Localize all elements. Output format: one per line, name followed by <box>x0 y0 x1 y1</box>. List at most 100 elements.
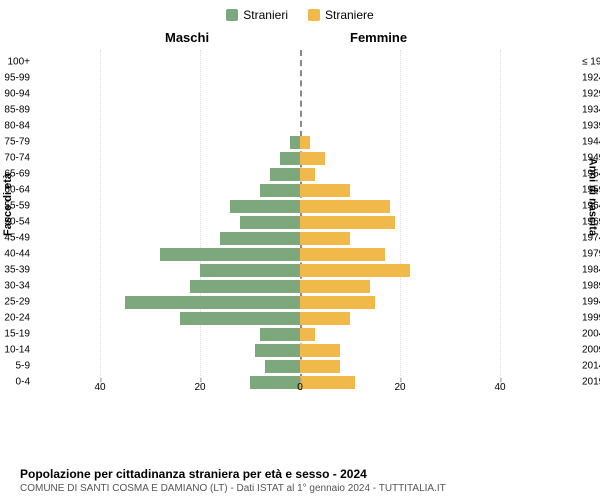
legend-item-male: Stranieri <box>226 8 288 22</box>
age-label: 55-59 <box>4 201 30 212</box>
female-swatch <box>308 9 320 21</box>
x-tick: 0 <box>297 382 303 393</box>
birth-year-label: 2019-2023 <box>582 377 600 388</box>
bar-female <box>300 184 350 197</box>
birth-year-label: 2009-2013 <box>582 345 600 356</box>
age-label: 85-89 <box>4 105 30 116</box>
bar-male <box>260 328 300 341</box>
column-header-male: Maschi <box>165 30 209 45</box>
bar-male <box>125 296 300 309</box>
bar-female <box>300 296 375 309</box>
bar-male <box>240 216 300 229</box>
bar-row <box>75 136 525 149</box>
age-label: 25-29 <box>4 297 30 308</box>
bar-male <box>280 152 300 165</box>
birth-year-label: 1939-1943 <box>582 121 600 132</box>
age-label: 40-44 <box>4 249 30 260</box>
birth-year-label: 1929-1933 <box>582 89 600 100</box>
bar-row <box>75 216 525 229</box>
bar-row <box>75 200 525 213</box>
bar-row <box>75 184 525 197</box>
bar-male <box>180 312 300 325</box>
age-label: 30-34 <box>4 281 30 292</box>
bar-row <box>75 280 525 293</box>
bar-male <box>255 344 300 357</box>
birth-year-label: 1999-2003 <box>582 313 600 324</box>
bar-row <box>75 232 525 245</box>
bar-female <box>300 312 350 325</box>
birth-year-label: 1924-1928 <box>582 73 600 84</box>
bar-male <box>265 360 300 373</box>
x-tick: 20 <box>194 382 205 393</box>
birth-year-label: 1984-1988 <box>582 265 600 276</box>
age-label: 90-94 <box>4 89 30 100</box>
bar-female <box>300 200 390 213</box>
footer-subtitle: COMUNE DI SANTI COSMA E DAMIANO (LT) - D… <box>20 483 446 494</box>
bar-row <box>75 120 525 133</box>
bar-male <box>160 248 300 261</box>
age-label: 0-4 <box>16 377 30 388</box>
bar-female <box>300 360 340 373</box>
birth-year-label: 1994-1998 <box>582 297 600 308</box>
birth-year-label: 1959-1963 <box>582 185 600 196</box>
birth-year-label: 1974-1978 <box>582 233 600 244</box>
bar-female <box>300 232 350 245</box>
bar-row <box>75 360 525 373</box>
bar-female <box>300 328 315 341</box>
birth-year-label: ≤ 1923 <box>582 57 600 68</box>
bar-female <box>300 248 385 261</box>
bar-row <box>75 248 525 261</box>
bar-row <box>75 152 525 165</box>
birth-year-label: 1954-1958 <box>582 169 600 180</box>
age-label: 65-69 <box>4 169 30 180</box>
age-label: 35-39 <box>4 265 30 276</box>
age-label: 70-74 <box>4 153 30 164</box>
bar-male <box>230 200 300 213</box>
birth-year-label: 2004-2008 <box>582 329 600 340</box>
birth-year-label: 1969-1973 <box>582 217 600 228</box>
birth-year-label: 1979-1983 <box>582 249 600 260</box>
bar-female <box>300 168 315 181</box>
age-label: 80-84 <box>4 121 30 132</box>
age-label: 5-9 <box>16 361 30 372</box>
bar-row <box>75 296 525 309</box>
legend-male-label: Stranieri <box>243 8 288 22</box>
footer-title: Popolazione per cittadinanza straniera p… <box>20 467 446 481</box>
birth-year-label: 1989-1993 <box>582 281 600 292</box>
bar-female <box>300 216 395 229</box>
bar-row <box>75 344 525 357</box>
bar-row <box>75 56 525 69</box>
bar-male <box>260 184 300 197</box>
bar-row <box>75 88 525 101</box>
age-label: 95-99 <box>4 73 30 84</box>
bar-female <box>300 264 410 277</box>
bar-row <box>75 168 525 181</box>
bar-row <box>75 312 525 325</box>
age-label: 50-54 <box>4 217 30 228</box>
age-label: 45-49 <box>4 233 30 244</box>
bar-male <box>290 136 300 149</box>
birth-year-label: 1944-1948 <box>582 137 600 148</box>
age-label: 10-14 <box>4 345 30 356</box>
bar-female <box>300 136 310 149</box>
legend-item-female: Straniere <box>308 8 374 22</box>
bar-female <box>300 280 370 293</box>
birth-year-label: 1949-1953 <box>582 153 600 164</box>
birth-year-label: 1964-1968 <box>582 201 600 212</box>
x-axis: 402002040 <box>75 382 525 402</box>
age-label: 60-64 <box>4 185 30 196</box>
bar-female <box>300 344 340 357</box>
x-tick: 20 <box>394 382 405 393</box>
age-label: 100+ <box>7 57 30 68</box>
age-label: 20-24 <box>4 313 30 324</box>
age-label: 75-79 <box>4 137 30 148</box>
footer: Popolazione per cittadinanza straniera p… <box>20 467 446 494</box>
plot-area <box>75 50 525 390</box>
birth-year-label: 2014-2018 <box>582 361 600 372</box>
bar-row <box>75 104 525 117</box>
chart-container: Maschi Femmine Fasce di età Anni di nasc… <box>0 30 600 430</box>
bar-row <box>75 72 525 85</box>
age-label: 15-19 <box>4 329 30 340</box>
x-tick: 40 <box>494 382 505 393</box>
bar-male <box>220 232 300 245</box>
